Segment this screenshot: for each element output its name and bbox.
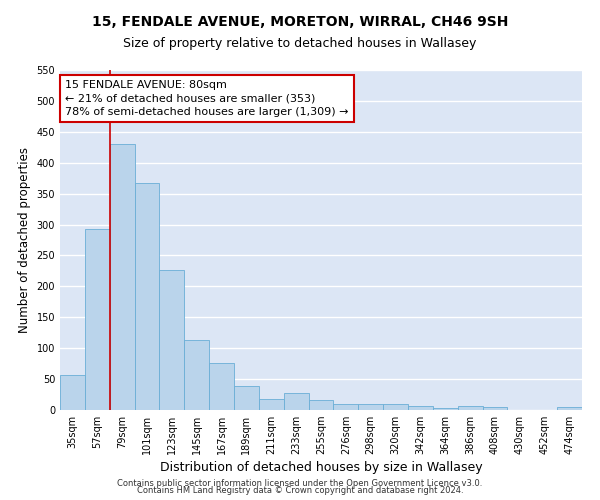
Bar: [60, 375, 85, 410]
Bar: [259, 399, 284, 410]
Y-axis label: Number of detached properties: Number of detached properties: [18, 147, 31, 333]
Text: 15, FENDALE AVENUE, MORETON, WIRRAL, CH46 9SH: 15, FENDALE AVENUE, MORETON, WIRRAL, CH4…: [92, 15, 508, 29]
Text: 15 FENDALE AVENUE: 80sqm
← 21% of detached houses are smaller (353)
78% of semi-: 15 FENDALE AVENUE: 80sqm ← 21% of detach…: [65, 80, 349, 116]
Bar: [557, 407, 582, 410]
Bar: [358, 404, 383, 410]
Bar: [408, 406, 433, 410]
Bar: [433, 408, 458, 410]
Bar: [110, 144, 134, 410]
Bar: [383, 404, 408, 410]
Bar: [184, 340, 209, 410]
Text: Size of property relative to detached houses in Wallasey: Size of property relative to detached ho…: [124, 38, 476, 51]
Bar: [458, 406, 482, 410]
Text: Contains HM Land Registry data © Crown copyright and database right 2024.: Contains HM Land Registry data © Crown c…: [137, 486, 463, 495]
Bar: [209, 363, 234, 410]
Bar: [85, 229, 110, 410]
Bar: [134, 183, 160, 410]
Bar: [482, 407, 508, 410]
Bar: [308, 400, 334, 410]
Bar: [284, 392, 308, 410]
Bar: [160, 270, 184, 410]
X-axis label: Distribution of detached houses by size in Wallasey: Distribution of detached houses by size …: [160, 462, 482, 474]
Text: Contains public sector information licensed under the Open Government Licence v3: Contains public sector information licen…: [118, 478, 482, 488]
Bar: [234, 386, 259, 410]
Bar: [334, 404, 358, 410]
